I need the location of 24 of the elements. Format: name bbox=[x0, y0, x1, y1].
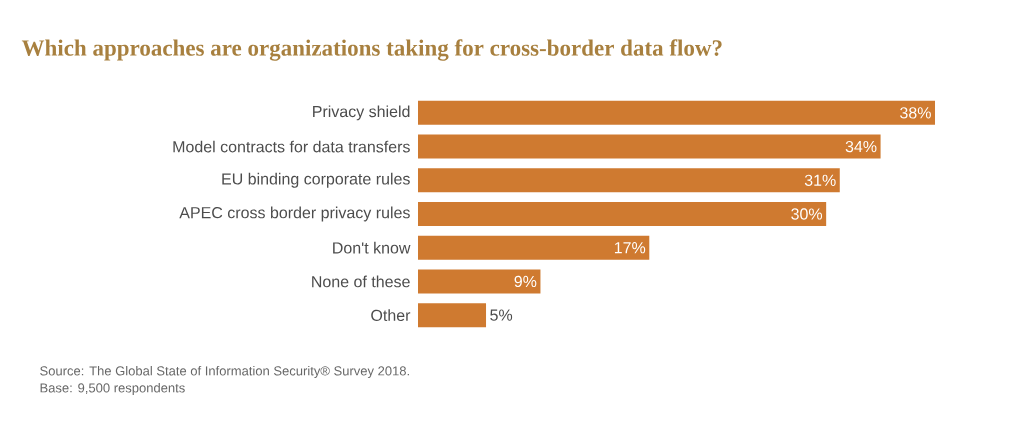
y-tick-label: Model contracts for data transfers bbox=[173, 140, 410, 153]
y-tick-label: Other bbox=[371, 309, 411, 322]
bar bbox=[418, 303, 487, 328]
bar bbox=[418, 100, 936, 125]
data-label: 9% bbox=[514, 275, 537, 288]
y-tick-label: APEC cross border privacy rules bbox=[179, 206, 410, 222]
y-tick-label: None of these bbox=[312, 275, 410, 288]
source-note: Source: The Global State of Information Security® Survey 2018. bbox=[40, 365, 409, 379]
y-tick-label: Don't know bbox=[333, 241, 411, 254]
bar bbox=[418, 134, 881, 159]
chart-title: Which approaches are organizations taking for cross-border data flow? bbox=[21, 39, 722, 61]
y-tick-label: Privacy shield bbox=[313, 105, 410, 121]
data-label: 17% bbox=[614, 242, 646, 254]
y-tick-label: EU binding corporate rules bbox=[222, 172, 410, 188]
data-label: 38% bbox=[900, 107, 931, 119]
text: Base: 9,500 respondents bbox=[40, 382, 185, 396]
data-label: 30% bbox=[791, 208, 823, 220]
data-label: 34% bbox=[845, 140, 877, 153]
data-label: 5% bbox=[490, 309, 513, 321]
bar bbox=[418, 235, 650, 260]
bar bbox=[418, 168, 840, 193]
data-label: 31% bbox=[804, 174, 836, 186]
bar bbox=[418, 202, 827, 226]
bar bbox=[418, 269, 541, 294]
